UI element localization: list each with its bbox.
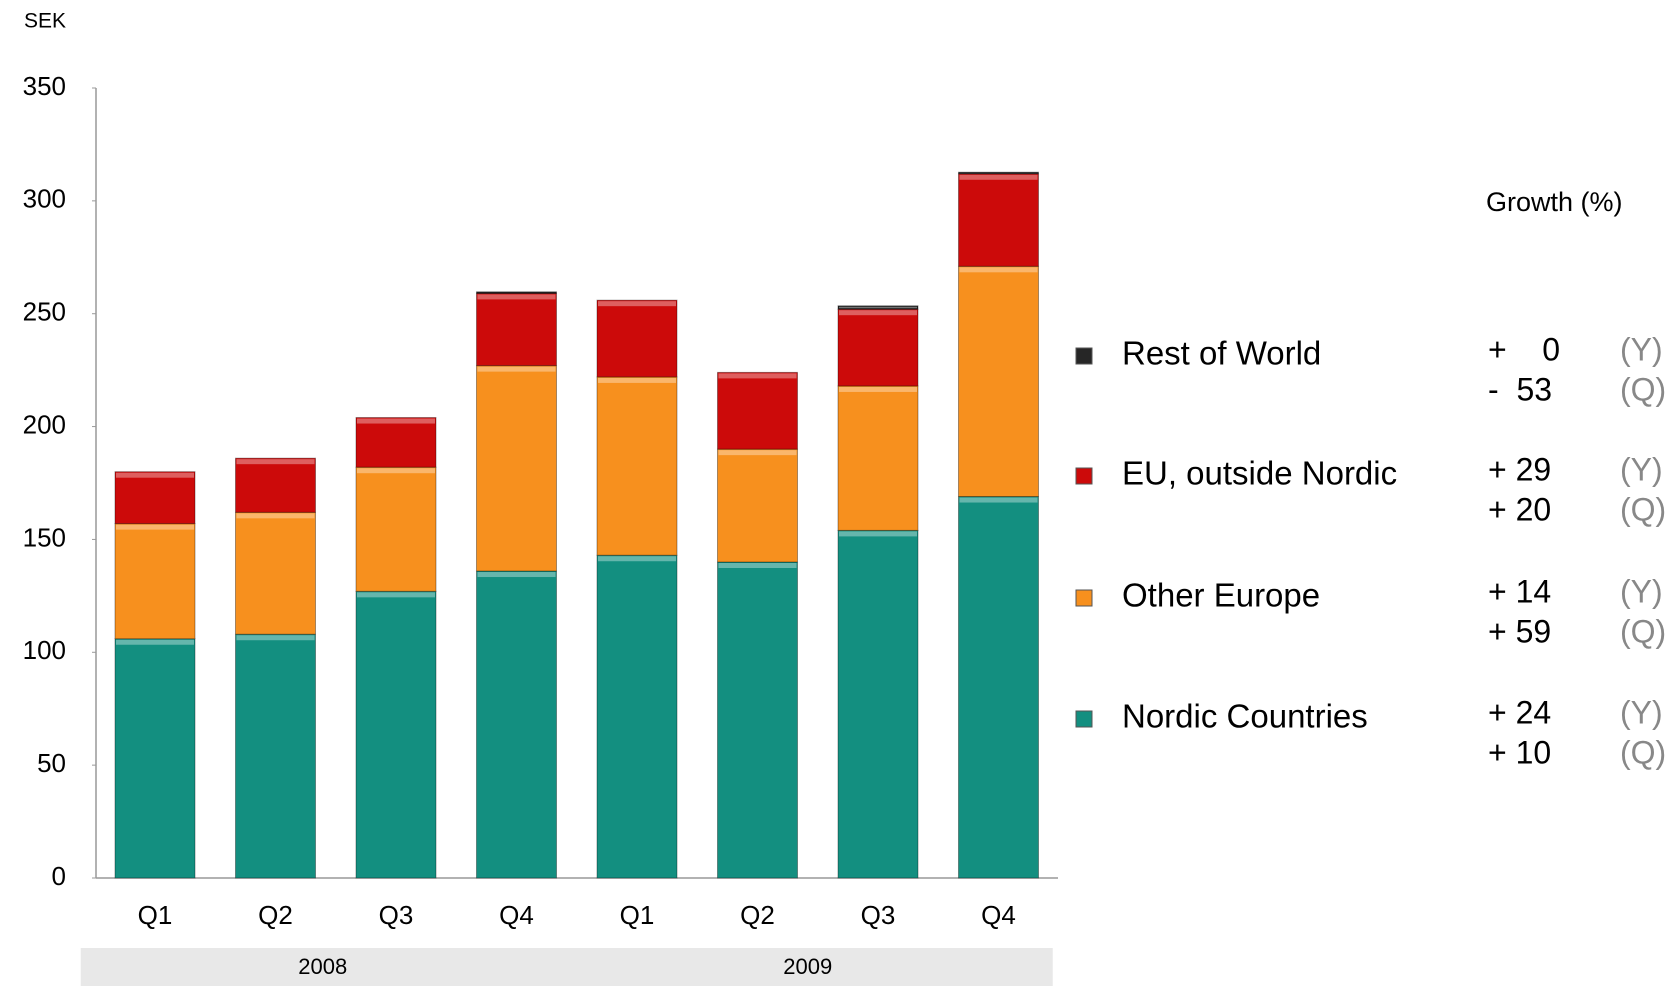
bar-highlight <box>959 174 1038 180</box>
growth-value: + 0 <box>1488 331 1560 367</box>
bar-segment <box>837 529 919 879</box>
legend-swatch <box>1075 710 1093 728</box>
growth-period: (Y) <box>1620 331 1663 367</box>
y-tick-label: 100 <box>23 635 66 665</box>
growth-value: + 20 <box>1488 491 1551 527</box>
bar-segment <box>958 265 1039 498</box>
legend-label: EU, outside Nordic <box>1122 455 1397 492</box>
y-tick-label: 0 <box>52 861 66 891</box>
bar-highlight <box>598 377 676 383</box>
bar-highlight <box>718 373 797 379</box>
bar-segment <box>958 171 1039 175</box>
bar-segment <box>717 371 798 450</box>
bar-segment <box>476 291 557 294</box>
y-tick-label: 50 <box>37 748 66 778</box>
growth-value: + 14 <box>1488 573 1551 609</box>
bar-segment <box>114 638 196 879</box>
bar-highlight <box>959 497 1038 503</box>
bar-highlight <box>357 418 435 424</box>
bar-highlight <box>839 306 917 309</box>
bar-segment <box>717 561 798 879</box>
growth-period: (Y) <box>1620 451 1663 487</box>
y-axis-label: SEK <box>24 10 66 33</box>
bar-segment <box>717 448 798 563</box>
bar-segment <box>596 299 678 378</box>
y-tick-label: 250 <box>23 297 66 327</box>
group-label: 2009 <box>783 954 832 979</box>
bar-highlight <box>718 563 797 568</box>
legend-swatch <box>1075 347 1093 365</box>
bar-segment <box>355 417 437 468</box>
bar-segment <box>837 305 919 310</box>
bar-segment <box>958 496 1039 879</box>
bar-segment <box>596 554 678 879</box>
growth-period: (Q) <box>1620 734 1666 770</box>
group-box <box>80 948 565 986</box>
legend-swatch <box>1075 467 1093 485</box>
growth-period: (Q) <box>1620 491 1666 527</box>
bar-segment <box>114 523 196 640</box>
y-tick-label: 200 <box>23 409 66 439</box>
bar-segment <box>114 471 196 525</box>
bar-segment <box>837 385 919 531</box>
growth-value: + 10 <box>1488 734 1551 770</box>
growth-value: + 29 <box>1488 451 1551 487</box>
bar-segment <box>235 511 316 635</box>
bar-highlight <box>718 450 797 456</box>
bar-segment <box>355 590 437 879</box>
x-tick-label: Q1 <box>620 900 655 930</box>
bar-highlight <box>598 301 676 307</box>
growth-period: (Y) <box>1620 694 1663 730</box>
bar-highlight <box>357 468 435 474</box>
x-tick-label: Q4 <box>981 900 1016 930</box>
y-tick-label: 350 <box>23 71 66 101</box>
bar-highlight <box>477 366 556 372</box>
bar-segment <box>596 376 678 556</box>
bar-highlight <box>598 556 676 562</box>
bar-segment <box>235 457 316 513</box>
growth-title: Growth (%) <box>1486 187 1623 217</box>
x-tick-label: Q3 <box>379 900 414 930</box>
bar-segment <box>837 308 919 387</box>
bar-highlight <box>477 572 556 578</box>
x-tick-label: Q2 <box>740 900 775 930</box>
bar-highlight <box>839 531 917 537</box>
bar-highlight <box>116 639 194 645</box>
growth-period: (Y) <box>1620 573 1663 609</box>
legend-label: Rest of World <box>1122 335 1321 372</box>
bar-highlight <box>839 310 917 316</box>
bar-highlight <box>477 294 556 300</box>
group-label: 2008 <box>298 954 347 979</box>
growth-value: + 24 <box>1488 694 1551 730</box>
legend-label: Nordic Countries <box>1122 698 1368 735</box>
group-box <box>562 948 1053 986</box>
growth-value: + 59 <box>1488 613 1551 649</box>
growth-period: (Q) <box>1620 613 1666 649</box>
growth-period: (Q) <box>1620 371 1666 407</box>
x-tick-label: Q1 <box>138 900 173 930</box>
bar-segment <box>355 466 437 592</box>
bar-segment <box>476 570 557 879</box>
bar-highlight <box>236 513 315 519</box>
y-tick-label: 300 <box>23 184 66 214</box>
bar-highlight <box>116 524 194 530</box>
bar-highlight <box>357 592 435 598</box>
bar-highlight <box>116 472 194 478</box>
y-tick-label: 150 <box>23 522 66 552</box>
x-tick-label: Q2 <box>258 900 293 930</box>
bar-segment <box>958 173 1039 267</box>
legend-label: Other Europe <box>1122 577 1320 614</box>
x-tick-label: Q4 <box>499 900 534 930</box>
growth-value: - 53 <box>1488 371 1552 407</box>
bar-highlight <box>839 386 917 392</box>
bar-highlight <box>236 459 315 465</box>
legend-swatch <box>1075 589 1093 607</box>
bar-segment <box>476 292 557 367</box>
bar-segment <box>476 365 557 572</box>
bar-highlight <box>236 635 315 641</box>
x-tick-label: Q3 <box>861 900 896 930</box>
bar-highlight <box>959 267 1038 273</box>
bar-segment <box>235 633 316 879</box>
